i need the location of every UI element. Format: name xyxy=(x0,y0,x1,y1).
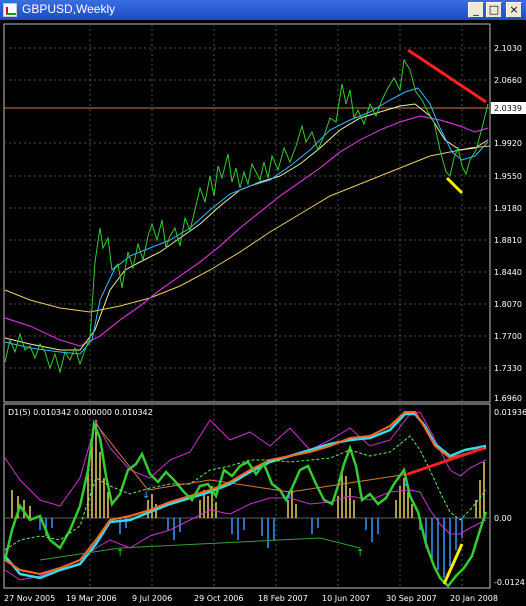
price-label: 1.8810 xyxy=(494,236,522,245)
indicator-dotted-line xyxy=(4,435,487,551)
indicator-orange-band xyxy=(4,411,487,576)
price-label: 1.6960 xyxy=(494,394,522,403)
price-label: 1.8440 xyxy=(494,268,522,277)
price-axis: 2.1030 2.0660 1.9920 1.9550 1.9180 1.881… xyxy=(494,44,522,403)
indicator-axis: 0.01936 0.00 -0.0124 xyxy=(494,408,526,587)
window-titlebar[interactable]: GBPUSD,Weekly _ □ × xyxy=(0,0,526,20)
price-label: 1.9920 xyxy=(494,139,522,148)
time-label: 30 Sep 2007 xyxy=(386,594,437,603)
price-label: 1.7700 xyxy=(494,332,522,341)
current-price-value: 2.0339 xyxy=(494,104,522,113)
price-label: 2.1030 xyxy=(494,44,522,53)
price-label: 2.0660 xyxy=(494,76,522,85)
time-label: 29 Oct 2006 xyxy=(194,594,243,603)
price-label: 1.9550 xyxy=(494,172,522,181)
indicator-signal-trendline xyxy=(95,423,409,493)
indicator-axis-label: 0.01936 xyxy=(494,408,526,417)
price-label: 1.8070 xyxy=(494,300,522,309)
minimize-button[interactable]: _ xyxy=(468,2,484,18)
red-divergence-line-main xyxy=(407,48,487,104)
ma-mid-line xyxy=(4,103,489,351)
maximize-button[interactable]: □ xyxy=(486,2,502,18)
time-label: 18 Feb 2007 xyxy=(258,594,308,603)
indicator-green-line xyxy=(3,419,488,588)
time-axis: 27 Nov 2005 19 Mar 2006 9 Jul 2006 29 Oc… xyxy=(4,594,498,603)
price-label: 1.9180 xyxy=(494,204,522,213)
red-divergence-line-indicator xyxy=(407,446,485,476)
chart-window-icon xyxy=(3,3,17,17)
time-label: 20 Jan 2008 xyxy=(450,594,498,603)
ma-slow-line xyxy=(4,115,489,347)
ma-long-line xyxy=(4,145,491,313)
time-label: 27 Nov 2005 xyxy=(4,594,55,603)
time-label: 10 Jun 2007 xyxy=(322,594,370,603)
yellow-trend-line-indicator xyxy=(442,543,464,585)
ma-fast-line xyxy=(4,87,489,355)
signal-arrows: ↓ ↓ ↓ ↑ ↑ xyxy=(116,478,410,559)
indicator-axis-label: 0.00 xyxy=(494,514,512,523)
yellow-trend-line-main xyxy=(445,176,464,195)
window-title: GBPUSD,Weekly xyxy=(22,2,116,16)
indicator-header: D1(5) 0.010342 0.000000 0.010342 xyxy=(8,408,153,417)
up-arrow-icon: ↑ xyxy=(116,548,124,559)
price-line xyxy=(4,58,489,374)
time-label: 9 Jul 2006 xyxy=(132,594,172,603)
indicator-low-trendline xyxy=(39,537,361,561)
current-price-tag xyxy=(491,102,526,114)
main-chart-frame xyxy=(3,23,491,403)
down-arrow-icon: ↓ xyxy=(284,490,292,501)
indicator-axis-label: -0.0124 xyxy=(494,578,525,587)
price-label: 1.7330 xyxy=(494,364,522,373)
close-button[interactable]: × xyxy=(506,2,522,18)
up-arrow-icon: ↑ xyxy=(356,548,364,559)
time-label: 19 Mar 2006 xyxy=(66,594,117,603)
down-arrow-icon: ↓ xyxy=(142,490,150,501)
down-arrow-icon: ↓ xyxy=(402,478,410,489)
